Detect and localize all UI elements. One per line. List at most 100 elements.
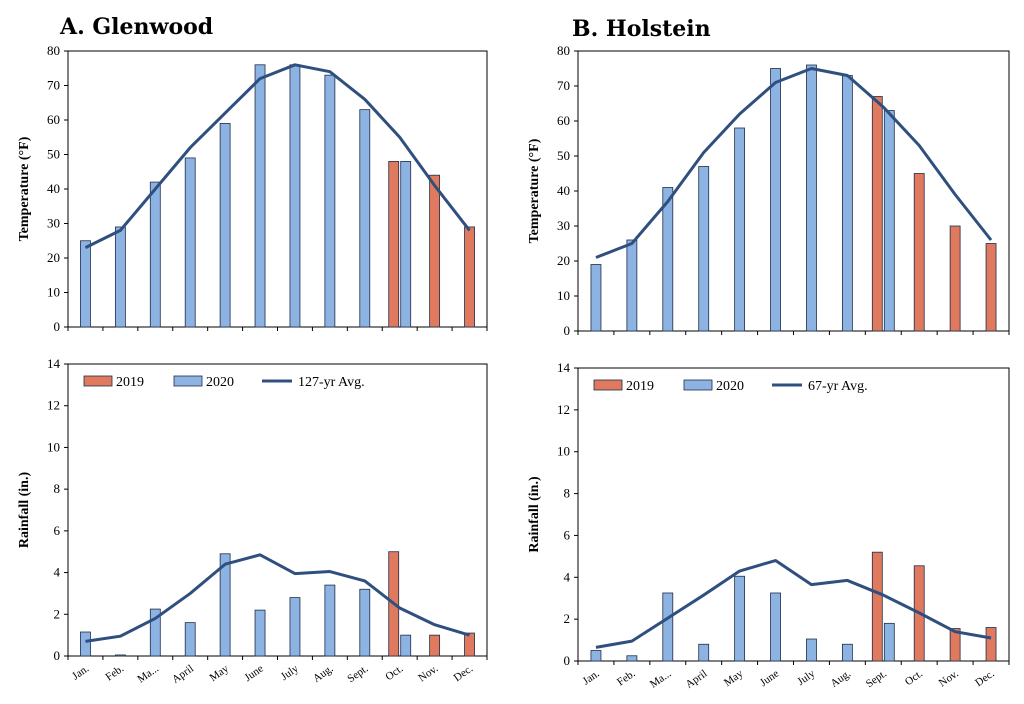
panel0-bar-2020 bbox=[219, 123, 231, 328]
panel0-bar-2019 bbox=[429, 174, 441, 328]
panel2-bar-2020 bbox=[359, 588, 371, 657]
panel3-ytick-label: 8 bbox=[564, 486, 571, 501]
panel0-ytick-label: 80 bbox=[47, 43, 60, 58]
glenwood-temperature-chart: 0 10 20 30 40 50 60 70 80 Temperature (°F) bbox=[17, 43, 488, 334]
panel2-ytick-label: 10 bbox=[47, 439, 60, 454]
panel3-xtick-label: July bbox=[795, 667, 817, 688]
panel1-ytick-label: 10 bbox=[557, 288, 570, 303]
panel1-ytick-label: 80 bbox=[557, 43, 570, 58]
panel0-bar-2020 bbox=[149, 181, 161, 328]
panel2-ytick-label: 8 bbox=[54, 481, 61, 496]
panel3-plot-frame bbox=[577, 367, 1010, 662]
panel2-bar-2020 bbox=[400, 634, 412, 657]
panel2-bar-2020 bbox=[184, 622, 196, 657]
panel2-plot-frame bbox=[67, 363, 488, 657]
panel3-bar-2019 bbox=[985, 627, 997, 662]
panel0-ytick-label: 30 bbox=[47, 216, 60, 231]
panel3-xtick-label: Dec. bbox=[973, 667, 997, 689]
panel1-plot-frame bbox=[577, 50, 1010, 332]
panel1-bar-2020 bbox=[626, 239, 638, 332]
panel2-legend-swatch-2019 bbox=[83, 375, 113, 387]
panel1-ytick-label: 40 bbox=[557, 183, 570, 198]
panel1-y-axis-label: Temperature (°F) bbox=[527, 138, 542, 243]
panel2-legend-label-2019: 2019 bbox=[116, 375, 144, 390]
panel0-ytick-label: 20 bbox=[47, 250, 60, 265]
panel3-xtick-label: April bbox=[684, 668, 710, 691]
panel0-ytick-label: 50 bbox=[47, 147, 60, 162]
panel3-bar-2020 bbox=[590, 650, 602, 662]
glenwood-rainfall-chart: 0 2 4 6 8 10 12 14 Rainfall (in.) Jan. Feb. Ma... Ap… bbox=[17, 356, 488, 686]
panel3-xtick-label: Ma... bbox=[648, 667, 674, 690]
panel1-avg-line bbox=[595, 67, 993, 259]
panel2-legend-label-avg: 127-yr Avg. bbox=[298, 375, 365, 390]
panel1-ytick-label: 60 bbox=[557, 113, 570, 128]
panel0-bar-2019 bbox=[464, 226, 475, 328]
panel3-bar-2020 bbox=[770, 592, 781, 662]
panel1-bar-2019 bbox=[913, 173, 925, 332]
panel3-bar-2020 bbox=[698, 643, 710, 662]
panel2-xtick-label: July bbox=[279, 662, 301, 683]
panel0-bar-2020 bbox=[114, 226, 126, 328]
panel2-ytick-label: 14 bbox=[47, 356, 61, 371]
panel1-bar-2020 bbox=[770, 68, 781, 332]
panel2-legend-swatch-2020 bbox=[173, 375, 203, 387]
panel3-xtick-label: Oct. bbox=[903, 667, 925, 688]
panel1-bar-2020 bbox=[841, 75, 853, 332]
panel0-ytick-label: 10 bbox=[47, 285, 60, 300]
panel0-ytick-label: 70 bbox=[47, 78, 60, 93]
panel3-bar-2019 bbox=[871, 551, 883, 662]
panel2-ytick-label: 4 bbox=[54, 565, 61, 580]
panel1-ytick-label: 0 bbox=[564, 323, 571, 338]
panel2-xtick-label: June bbox=[242, 663, 265, 684]
panel2-ytick-label: 12 bbox=[47, 398, 60, 413]
panel1-ytick-label: 70 bbox=[557, 78, 570, 93]
panel-a-title: A. Glenwood bbox=[59, 14, 213, 40]
panel0-bar-2020 bbox=[359, 109, 371, 328]
panel0-bar-2019 bbox=[388, 160, 400, 328]
panel2-bar-2020 bbox=[114, 654, 126, 657]
panel3-ytick-label: 0 bbox=[564, 653, 571, 668]
panel3-bar-2020 bbox=[841, 643, 853, 662]
panel1-bar-2019 bbox=[949, 225, 961, 332]
panel0-bar-2020 bbox=[254, 64, 266, 328]
panel2-bar-2020 bbox=[149, 608, 161, 657]
panel2-bar-2020 bbox=[254, 609, 266, 657]
panel3-xtick-label: Feb. bbox=[615, 667, 638, 688]
panel2-bar-2020 bbox=[324, 584, 336, 657]
panel1-bar-2019 bbox=[871, 96, 883, 332]
panel1-bar-2020 bbox=[806, 64, 817, 332]
panel2-ytick-label: 6 bbox=[54, 523, 61, 538]
panel3-avg-line bbox=[595, 559, 992, 649]
panel3-ytick-label: 10 bbox=[557, 444, 570, 459]
panel2-bar-2019 bbox=[464, 632, 475, 657]
panel1-bar-2020 bbox=[590, 264, 602, 332]
panel2-xtick-label: Jan. bbox=[70, 662, 91, 682]
panel3-bar-2020 bbox=[734, 575, 746, 662]
panel2-xtick-label: Oct. bbox=[383, 662, 405, 683]
panel3-legend-label-2019: 2019 bbox=[626, 379, 654, 394]
panel2-xtick-label: Ma... bbox=[135, 662, 161, 685]
panel0-ytick-label: 60 bbox=[47, 112, 60, 127]
panel3-ytick-label: 2 bbox=[564, 611, 571, 626]
panel3-xtick-label: May bbox=[722, 667, 746, 689]
panel2-bar-2020 bbox=[219, 553, 231, 657]
panel3-ytick-label: 4 bbox=[564, 569, 571, 584]
panel3-ytick-label: 12 bbox=[557, 402, 570, 417]
panel1-bar-2020 bbox=[698, 166, 710, 332]
panel0-bar-2020 bbox=[324, 74, 336, 328]
panel3-bar-2020 bbox=[662, 592, 674, 662]
panel3-y-axis-label: Rainfall (in.) bbox=[527, 476, 542, 553]
panel3-bar-2020 bbox=[883, 622, 895, 662]
panel0-ytick-label: 0 bbox=[54, 319, 61, 334]
panel-b-title: B. Holstein bbox=[572, 16, 711, 42]
panel1-ytick-label: 50 bbox=[557, 148, 570, 163]
panel3-legend-swatch-2019 bbox=[593, 379, 623, 391]
panel0-avg-line bbox=[84, 63, 471, 249]
panel0-y-axis-label: Temperature (°F) bbox=[17, 136, 32, 241]
holstein-temperature-chart: 0 10 20 30 40 50 60 70 80 Temperature (°F) bbox=[527, 43, 1010, 338]
panel3-xtick-label: Sept. bbox=[864, 667, 889, 690]
panel3-xtick-label: Jan. bbox=[581, 667, 602, 687]
panel3-bar-2020 bbox=[806, 638, 817, 662]
panel3-bar-2019 bbox=[949, 628, 961, 662]
